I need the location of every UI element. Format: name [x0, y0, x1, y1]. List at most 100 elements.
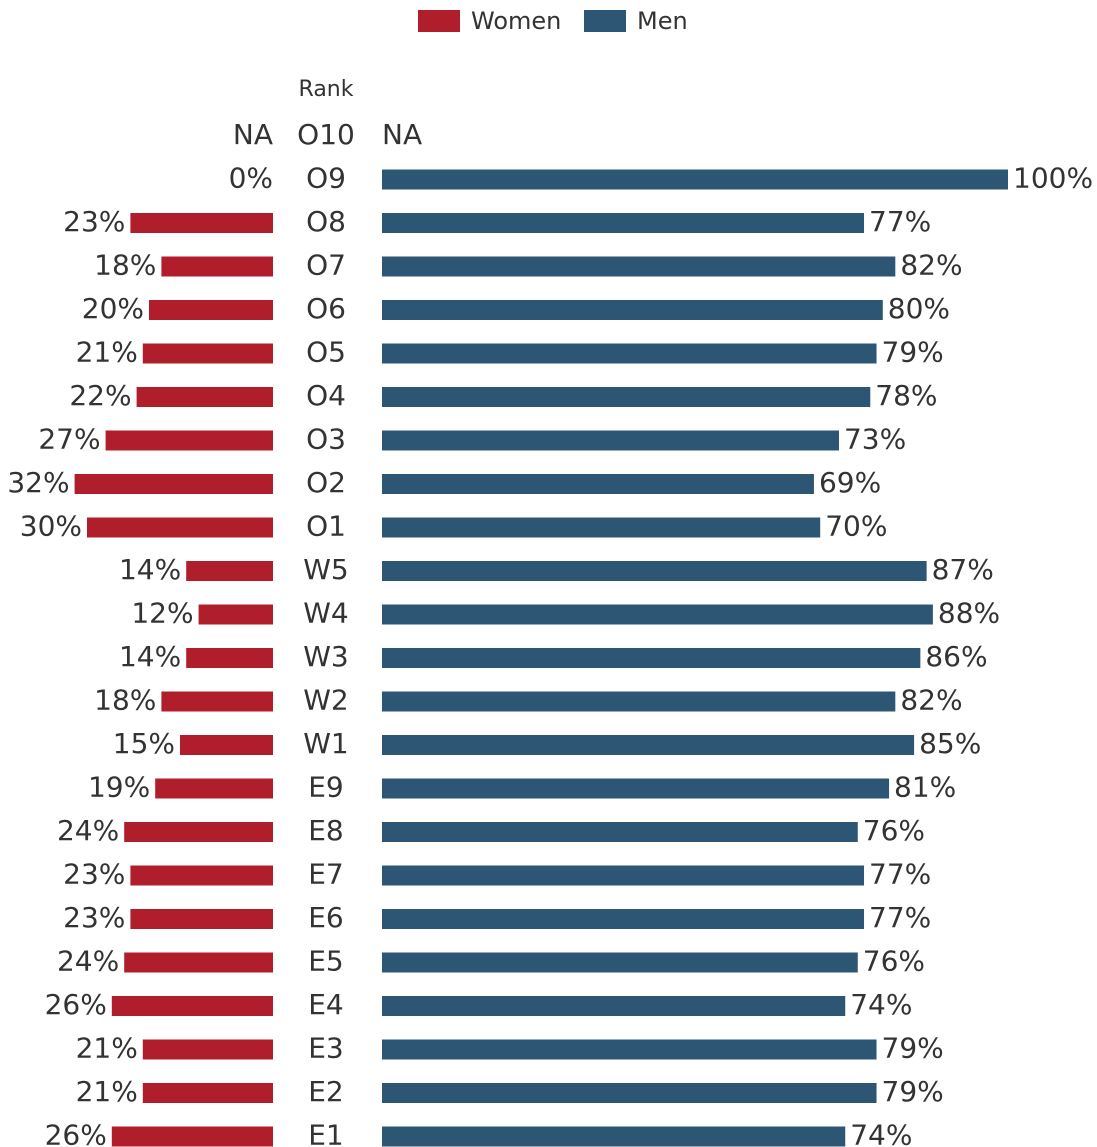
women-bar-o2	[74, 474, 273, 494]
women-value-label-e2: 21%	[76, 1075, 138, 1108]
rank-label-o8: O8	[306, 205, 346, 238]
women-bar-e1	[111, 1126, 273, 1147]
men-bar-e6	[382, 909, 865, 929]
women-value-label-o10: NA	[233, 118, 273, 151]
rank-column-header: Rank	[299, 77, 354, 102]
women-value-label-o5: 21%	[76, 336, 138, 369]
men-value-label-o7: 82%	[900, 249, 962, 282]
men-value-label-o5: 79%	[882, 336, 944, 369]
women-value-label-e1: 26%	[45, 1119, 107, 1147]
men-bar-e5	[382, 952, 858, 973]
women-bar-e8	[124, 822, 273, 842]
rank-label-e4: E4	[308, 988, 344, 1021]
men-value-label-e7: 77%	[869, 858, 931, 891]
women-value-label-w4: 12%	[131, 597, 193, 630]
women-bar-o1	[87, 517, 273, 538]
rank-label-o7: O7	[306, 249, 346, 282]
legend-label-men: Men	[637, 7, 688, 35]
rank-label-o2: O2	[306, 466, 346, 499]
men-value-label-e2: 79%	[882, 1075, 944, 1108]
chart-rows: O10 NA NA O9 0% 100% O8 23% 77% O7 18% 82% O6 20% 80% O…	[7, 118, 1093, 1147]
legend-label-women: Women	[471, 7, 561, 35]
rank-label-e8: E8	[308, 814, 344, 847]
legend: Women Men	[418, 7, 688, 35]
men-value-label-o3: 73%	[844, 423, 906, 456]
women-bar-w4	[198, 604, 273, 625]
women-value-label-w2: 18%	[94, 684, 156, 717]
men-value-label-e1: 74%	[850, 1119, 912, 1147]
women-bar-w1	[180, 735, 273, 755]
men-bar-o8	[382, 213, 865, 233]
women-value-label-w1: 15%	[113, 727, 175, 760]
men-bar-w2	[382, 691, 896, 712]
women-bar-e6	[130, 909, 273, 929]
rank-label-o1: O1	[306, 510, 346, 543]
women-bar-w3	[186, 648, 273, 668]
men-bar-o3	[382, 430, 839, 451]
men-value-label-w4: 88%	[938, 597, 1000, 630]
legend-swatch-men	[584, 10, 626, 32]
men-value-label-w2: 82%	[900, 684, 962, 717]
men-bar-e8	[382, 822, 858, 842]
men-bar-o4	[382, 387, 871, 407]
men-bar-w5	[382, 561, 927, 581]
women-value-label-o3: 27%	[38, 423, 100, 456]
men-value-label-o1: 70%	[825, 510, 887, 543]
women-value-label-o8: 23%	[63, 205, 125, 238]
women-bar-e5	[124, 952, 273, 973]
women-value-label-e3: 21%	[76, 1032, 138, 1065]
men-bar-w3	[382, 648, 921, 668]
men-bar-e3	[382, 1039, 877, 1060]
women-value-label-o4: 22%	[69, 379, 131, 412]
rank-label-e3: E3	[308, 1032, 344, 1065]
women-value-label-o6: 20%	[82, 292, 144, 325]
rank-label-e5: E5	[308, 945, 344, 978]
men-value-label-o6: 80%	[888, 292, 950, 325]
women-bar-e2	[142, 1083, 273, 1103]
rank-label-o10: O10	[297, 118, 355, 151]
rank-label-e9: E9	[308, 771, 344, 804]
women-value-label-o2: 32%	[7, 466, 69, 499]
men-bar-o2	[382, 474, 814, 494]
rank-label-o5: O5	[306, 336, 346, 369]
rank-label-w2: W2	[303, 684, 349, 717]
rank-label-w4: W4	[303, 597, 349, 630]
men-bar-e9	[382, 778, 890, 799]
men-bar-e1	[382, 1126, 846, 1147]
women-bar-w5	[186, 561, 273, 581]
rank-label-o9: O9	[306, 162, 346, 195]
women-value-label-e9: 19%	[88, 771, 150, 804]
men-bar-e2	[382, 1083, 877, 1103]
women-value-label-e6: 23%	[63, 901, 125, 934]
rank-label-e1: E1	[308, 1119, 344, 1147]
women-value-label-e8: 24%	[57, 814, 119, 847]
women-value-label-w3: 14%	[119, 640, 181, 673]
women-bar-e3	[142, 1039, 273, 1060]
women-bar-o6	[149, 300, 273, 320]
rank-label-w5: W5	[303, 553, 349, 586]
women-bar-o5	[142, 343, 273, 364]
men-bar-e4	[382, 996, 846, 1016]
men-value-label-w1: 85%	[919, 727, 981, 760]
men-value-label-o2: 69%	[819, 466, 881, 499]
men-bar-o7	[382, 256, 896, 277]
rank-label-w1: W1	[303, 727, 349, 760]
men-value-label-o8: 77%	[869, 205, 931, 238]
rank-label-e6: E6	[308, 901, 344, 934]
women-bar-w2	[161, 691, 273, 712]
women-value-label-e5: 24%	[57, 945, 119, 978]
women-bar-o8	[130, 213, 273, 233]
men-bar-o1	[382, 517, 821, 538]
women-bar-o4	[136, 387, 273, 407]
rank-label-o6: O6	[306, 292, 346, 325]
women-value-label-o7: 18%	[94, 249, 156, 282]
men-bar-o6	[382, 300, 883, 320]
women-bar-e4	[111, 996, 273, 1016]
men-bar-o5	[382, 343, 877, 364]
women-bar-o7	[161, 256, 273, 277]
men-value-label-o9: 100%	[1013, 162, 1093, 195]
women-value-label-o1: 30%	[20, 510, 82, 543]
women-value-label-e4: 26%	[45, 988, 107, 1021]
men-value-label-o4: 78%	[875, 379, 937, 412]
